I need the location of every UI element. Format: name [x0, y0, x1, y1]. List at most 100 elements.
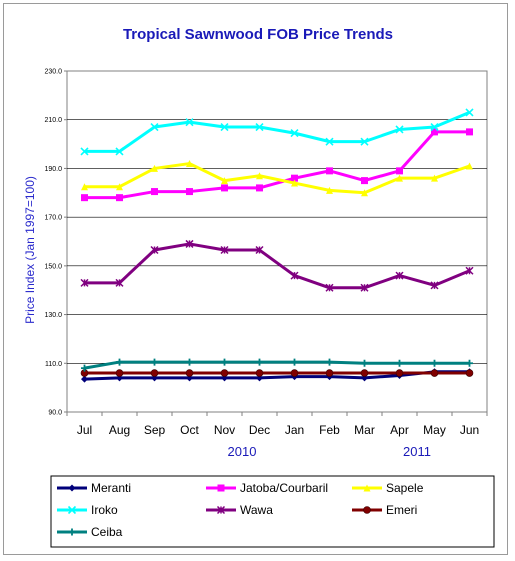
data-point-emeri [150, 369, 159, 377]
data-point-emeri [220, 369, 229, 377]
series-line-ceiba [84, 360, 470, 370]
legend-label: Meranti [91, 481, 131, 495]
data-point-sapele [151, 164, 158, 172]
series-wawa [80, 239, 474, 292]
data-point-ceiba [151, 358, 158, 366]
legend-label: Iroko [91, 503, 118, 517]
legend-marker [363, 506, 371, 514]
data-point-wawa [80, 278, 89, 287]
legend-item-wawa: Wawa [206, 503, 273, 517]
series-line-iroko [84, 111, 471, 153]
series-lines [80, 108, 474, 383]
legend-marker [217, 484, 225, 492]
legend-marker [216, 505, 226, 515]
legend-item-ceiba: Ceiba [57, 525, 123, 539]
legend-marker [68, 528, 76, 536]
x-tick-label: Mar [354, 423, 375, 437]
data-point-iroko [325, 137, 334, 146]
x-tick-label: Apr [390, 423, 409, 437]
data-point-sapele [396, 174, 403, 182]
x-tick-label: May [423, 423, 446, 437]
legend-label: Jatoba/Courbaril [240, 481, 328, 495]
data-point-iroko [150, 122, 159, 132]
chart-title: Tropical Sawnwood FOB Price Trends [123, 26, 393, 43]
data-point-emeri [430, 369, 439, 377]
y-tick-label: 170.0 [44, 215, 62, 222]
series-line-meranti [84, 370, 470, 381]
data-point-ceiba [81, 364, 88, 372]
data-point-emeri [255, 369, 264, 377]
y-axis-label: Price Index (Jan 1997=100) [23, 176, 37, 324]
y-tick-label: 230.0 [44, 69, 62, 76]
legend-item-iroko: Iroko [57, 503, 118, 517]
data-point-ceiba [291, 358, 298, 366]
series-emeri [80, 369, 474, 377]
data-point-wawa [255, 245, 264, 255]
data-point-sapele [326, 186, 333, 194]
data-point-emeri [395, 369, 404, 377]
legend-label: Emeri [386, 503, 417, 517]
data-point-emeri [325, 369, 334, 377]
x-tick-label: Sep [144, 423, 166, 437]
series-jatoba-courbaril [81, 128, 473, 202]
data-point-wawa [150, 245, 159, 255]
data-point-jatoba-courbaril [186, 188, 193, 196]
y-tick-label: 150.0 [44, 263, 62, 270]
y-tick-label: 90.0 [48, 410, 62, 417]
year-labels: 2010 2011 [228, 444, 431, 459]
x-tick-label: Jun [460, 423, 479, 437]
data-point-iroko [395, 125, 404, 134]
data-point-ceiba [396, 359, 403, 367]
y-tick-label: 210.0 [44, 117, 62, 124]
y-axis-ticks: 90.0 110.0 130.0 150.0 170.0 190.0 210.0 230.0 [44, 69, 67, 417]
y-tick-label: 130.0 [44, 312, 62, 319]
data-point-sapele [361, 189, 368, 197]
data-point-ceiba [431, 359, 438, 367]
legend-item-emeri: Emeri [352, 503, 417, 517]
data-point-meranti [81, 375, 88, 383]
data-point-emeri [185, 369, 194, 377]
data-point-jatoba-courbaril [116, 194, 123, 202]
x-tick-label: Jul [77, 423, 92, 437]
data-point-jatoba-courbaril [396, 167, 403, 175]
x-tick-label: Dec [249, 423, 270, 437]
y-tick-label: 110.0 [45, 361, 62, 368]
data-point-emeri [465, 369, 474, 377]
data-point-ceiba [466, 359, 473, 367]
data-point-iroko [465, 108, 474, 117]
data-point-sapele [431, 174, 438, 182]
legend-entries: Meranti Jatoba/Courbaril Sapele Iroko Wawa Em… [57, 481, 424, 539]
data-point-wawa [395, 271, 404, 280]
data-point-sapele [116, 183, 123, 191]
data-point-jatoba-courbaril [361, 177, 368, 185]
data-point-jatoba-courbaril [256, 184, 263, 192]
data-point-sapele [221, 177, 228, 185]
data-point-wawa [360, 283, 369, 292]
series-iroko [80, 108, 474, 156]
data-point-jatoba-courbaril [466, 128, 473, 136]
data-point-wawa [465, 266, 474, 275]
legend-marker [363, 484, 371, 492]
legend-label: Sapele [386, 481, 424, 495]
series-line-wawa [84, 242, 471, 290]
data-point-jatoba-courbaril [151, 188, 158, 196]
data-point-ceiba [221, 358, 228, 366]
legend-item-sapele: Sapele [352, 481, 424, 495]
y-tick-label: 190.0 [44, 166, 62, 173]
series-line-jatoba-courbaril [84, 130, 470, 200]
data-point-iroko [255, 122, 264, 132]
data-point-jatoba-courbaril [431, 128, 438, 136]
year-label: 2011 [403, 444, 431, 459]
data-point-iroko [220, 122, 229, 132]
legend-label: Wawa [240, 503, 273, 517]
data-point-sapele [466, 162, 473, 170]
legend-marker [68, 484, 76, 492]
legend-label: Ceiba [91, 525, 123, 539]
data-point-emeri [290, 369, 299, 377]
x-tick-label: Oct [180, 423, 199, 437]
data-point-iroko [80, 147, 89, 156]
series-sapele [81, 160, 473, 197]
data-point-wawa [185, 239, 194, 248]
data-point-jatoba-courbaril [326, 167, 333, 175]
data-point-ceiba [326, 358, 333, 366]
